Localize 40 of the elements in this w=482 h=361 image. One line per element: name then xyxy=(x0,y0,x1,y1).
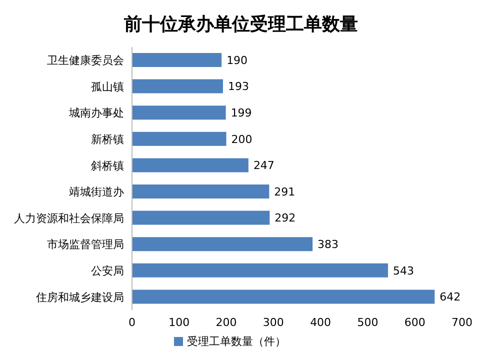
data-label: 383 xyxy=(318,238,339,252)
y-tick-label: 公安局 xyxy=(91,264,124,278)
bar xyxy=(132,158,248,172)
bar xyxy=(132,132,226,146)
legend-label: 受理工单数量（件） xyxy=(187,335,286,348)
bar xyxy=(132,184,270,198)
data-label: 199 xyxy=(230,106,252,120)
x-tick-label: 300 xyxy=(262,316,284,329)
data-label: 292 xyxy=(274,212,296,225)
x-tick-label: 400 xyxy=(310,316,332,329)
x-tick-label: 700 xyxy=(452,316,472,329)
y-tick-label: 新桥镇 xyxy=(91,132,124,146)
y-tick-label: 斜桥镇 xyxy=(91,159,124,172)
y-tick-label: 人力资源和社会保障局 xyxy=(14,212,124,225)
y-tick-label: 城南办事处 xyxy=(68,106,124,120)
data-label: 247 xyxy=(253,159,274,172)
bar xyxy=(132,210,270,225)
data-label: 642 xyxy=(440,290,461,304)
bar xyxy=(132,106,226,120)
y-tick-label: 孤山镇 xyxy=(91,80,124,94)
y-tick-label: 住房和城乡建设局 xyxy=(36,290,124,304)
data-label: 543 xyxy=(392,264,414,278)
bar xyxy=(132,263,388,278)
data-label: 291 xyxy=(274,185,296,198)
x-tick-label: 0 xyxy=(128,316,136,329)
bar xyxy=(132,237,313,252)
bar xyxy=(132,79,223,94)
x-tick-label: 200 xyxy=(216,316,237,329)
data-label: 200 xyxy=(231,132,252,146)
x-tick-label: 100 xyxy=(168,316,190,329)
bar xyxy=(132,53,222,67)
data-label: 190 xyxy=(226,54,248,67)
y-tick-label: 卫生健康委员会 xyxy=(47,54,124,68)
x-tick-label: 500 xyxy=(357,316,378,329)
data-label: 193 xyxy=(228,80,249,94)
bar xyxy=(132,290,435,304)
x-tick-label: 600 xyxy=(404,316,426,329)
y-tick-label: 靖城街道办 xyxy=(69,186,124,199)
chart-title: 前十位承办单位受理工单数量 xyxy=(123,13,359,37)
y-tick-label: 市场监督管理局 xyxy=(47,238,124,252)
